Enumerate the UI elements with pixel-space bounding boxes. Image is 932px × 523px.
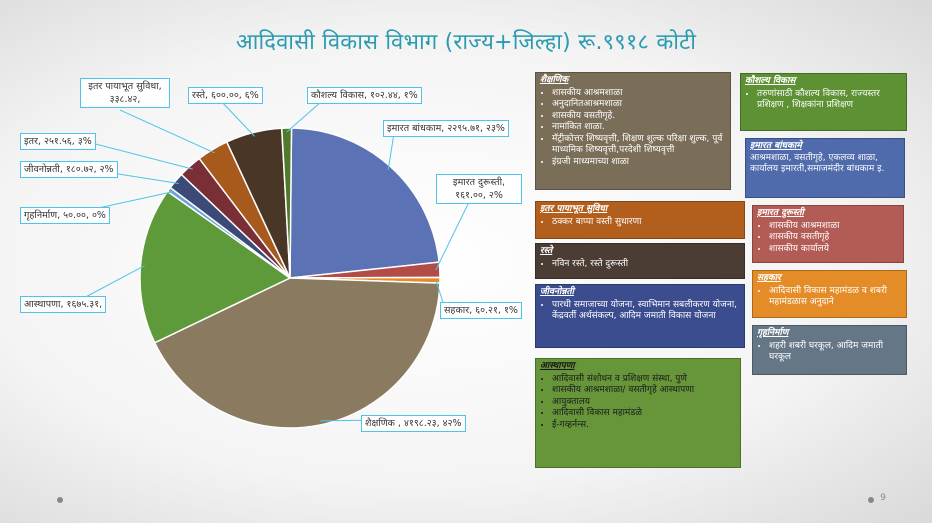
pie-slice [153,277,441,429]
pie-slice [289,127,440,279]
list-item: शासकीय आश्रमशाळा/ वसतीगृहे आस्थापणा [552,385,736,397]
list-item: शासकीय कार्यालये [769,244,899,256]
list-item: शासकीय वसतीगृहे [769,232,899,244]
box-imarat-bandhkam-text: आश्रमशाळा, वसतीगृहे, एकलव्य शाळा, कार्या… [750,152,885,175]
label-asthapana: आस्थापणा, १६७५.३१, [20,296,107,313]
leader-line [119,109,215,154]
box-raste-heading: रस्ते [540,246,553,256]
label-imarat-durusti: इमारत दुरूस्ती, १६१.००, २% [436,174,522,204]
label-shaikshanik: शैक्षणिक , ४१९८.२३, ४२% [361,415,466,432]
leader-line [79,139,193,170]
list-item: नविन रस्ते, रस्ते दुरूस्ती [552,259,740,271]
list-item: मॅट्रीकोत्तर शिष्यवृत्ती, शिक्षण शुल्क प… [552,134,726,157]
list-item: शासकीय आश्रमशाळा [769,221,899,233]
leader-line [219,99,255,137]
list-item: शासकीय आश्रमशाळा [552,88,726,100]
list-item: ई-गव्हर्नन्स. [552,420,736,432]
list-item: आयुक्तालय [552,397,736,409]
leader-line [435,199,471,271]
list-item: ठक्कर बाप्पा वस्ती सुधारणा [552,217,740,229]
nav-dot-right [868,497,874,503]
box-imarat-bandhkam: इमारत बांधकामे आश्रमशाळा, वसतीगृहे, एकलव… [745,138,905,198]
box-shaikshanik: शैक्षणिक शासकीय आश्रमशाळा अनुदानितआश्रमश… [535,72,731,190]
box-asthapana-heading: आस्थापणा [540,361,575,371]
list-item: अनुदानितआश्रमशाळा [552,99,726,111]
box-jivanonnati-heading: जीवनोन्नती [540,287,574,297]
list-item: तरुणांसाठी कौशल्य विकास, राज्यस्तर प्रशि… [757,89,902,112]
nav-dot-left [57,497,63,503]
list-item: आदिवासी संशोधन व प्रशिक्षण संस्था, पुणे [552,374,736,386]
box-imarat-durusti-heading: इमारत दुरूस्ती [757,208,804,218]
label-kaushalya: कौशल्य विकास, १०२.४४, १% [307,87,422,104]
list-item: आदिवासी विकास महामंडळ व शबरी महामंडळास अ… [769,286,902,309]
box-imarat-bandhkam-heading: इमारत बांधकामे [750,141,802,151]
list-item: पारधी समाजाच्या योजना, स्वाभिमान सबलीकरण… [552,300,740,323]
page-title: आदिवासी विकास विभाग (राज्य+जिल्हा) रू.९९… [235,30,697,55]
label-jivanonnati: जीवनोन्नती, १८०.७२, २% [20,161,118,178]
page-number: 9 [880,493,886,503]
box-kaushalya: कौशल्य विकास तरुणांसाठी कौशल्य विकास, रा… [740,73,907,131]
list-item: शासकीय वसतीगृहे. [552,111,726,123]
box-asthapana: आस्थापणा आदिवासी संशोधन व प्रशिक्षण संस्… [535,358,741,468]
label-itar: इतर, २५१.५६, ३% [20,133,96,150]
label-itar-payabhut: इतर पायाभूत सुविधा, ३३८.४२, [80,78,170,108]
box-itar-payabhut-heading: इतर पायाभूत सुविधा [540,204,608,214]
box-shaikshanik-heading: शैक्षणिक [540,75,569,85]
box-gruhanirman: गृहनिर्माण शहरी शबरी घरकूल, आदिम जमाती घ… [752,325,907,375]
list-item: शहरी शबरी घरकूल, आदिम जमाती घरकूल [769,341,902,364]
pie-slice [139,190,292,344]
box-gruhanirman-heading: गृहनिर्माण [757,328,789,338]
box-raste: रस्ते नविन रस्ते, रस्ते दुरूस्ती [535,243,745,279]
list-item: इंग्रजी माध्यमाच्या शाळा [552,157,726,169]
label-imarat-bandhkam: इमारत बांधकाम, २२९५.७१, २३% [383,120,509,137]
list-item: नामांकित शाळा. [552,122,726,134]
box-sahakar-heading: सहकार [757,273,781,283]
label-gruhanirman: गृहनिर्माण, ५०.००, ०% [20,207,110,224]
label-sahakar: सहकार, ६०.२१, १% [440,302,522,319]
label-raste: रस्ते, ६००.००, ६% [188,87,263,104]
box-kaushalya-heading: कौशल्य विकास [745,76,796,86]
box-imarat-durusti: इमारत दुरूस्ती शासकीय आश्रमशाळा शासकीय व… [752,205,904,263]
leader-line [79,265,145,301]
list-item: आदिवासी विकास महामंडळे [552,408,736,420]
box-sahakar: सहकार आदिवासी विकास महामंडळ व शबरी महामं… [752,270,907,318]
box-itar-payabhut: इतर पायाभूत सुविधा ठक्कर बाप्पा वस्ती सु… [535,201,745,239]
box-jivanonnati: जीवनोन्नती पारधी समाजाच्या योजना, स्वाभि… [535,284,745,348]
